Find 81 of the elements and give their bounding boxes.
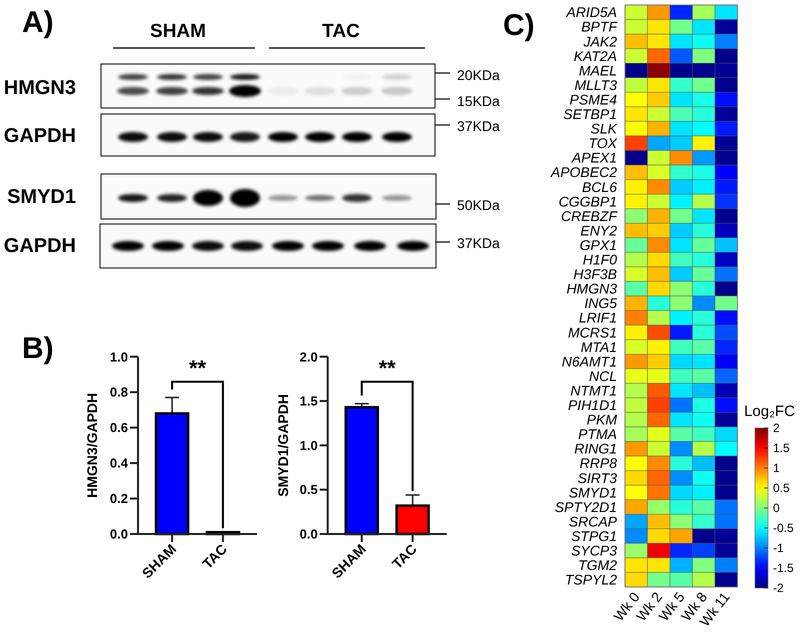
y-tick-label: LRIF1: [578, 310, 617, 326]
text: 15KDa: [457, 93, 500, 109]
text: TAC: [322, 21, 360, 42]
color-bar-label: -1.5: [773, 561, 794, 576]
text: GAPDH: [4, 125, 76, 147]
y-tick-label: 0.5: [300, 482, 318, 498]
y-tick-label: SYCP3: [571, 542, 618, 559]
y-tick-label: MAEL: [578, 62, 617, 78]
y-tick-label: PSME4: [570, 91, 618, 108]
y-tick-label: SLK: [590, 120, 618, 137]
y-tick-label: APEX1: [570, 150, 617, 166]
y-tick-label: APOBEC2: [550, 164, 618, 180]
y-tick-label: SMYD1: [568, 484, 617, 500]
text: 50KDa: [457, 197, 500, 213]
color-bar-label: 2: [773, 421, 780, 436]
color-bar-label: -1: [773, 541, 784, 556]
y-tick-label: MTA1: [580, 338, 617, 355]
color-bar-label: -0.5: [773, 521, 794, 536]
y-tick-label: ENY2: [580, 222, 618, 238]
color-bar-label: -2: [773, 581, 784, 596]
y-tick-label: MLLT3: [574, 76, 618, 93]
y-tick-label: PIH1D1: [568, 397, 617, 414]
y-tick-label: 1.0: [110, 349, 128, 364]
color-bar-label: 0: [773, 501, 780, 516]
text: 37KDa: [457, 235, 500, 251]
y-tick-label: SETBP1: [563, 106, 617, 122]
y-tick-label: SRCAP: [568, 513, 618, 530]
y-tick-label: 0.0: [110, 526, 128, 542]
y-tick-label: STPG1: [571, 528, 617, 544]
y-tick-label: JAK2: [582, 33, 618, 50]
y-tick-label: BCL6: [582, 178, 618, 195]
y-tick-label: RRP8: [580, 455, 618, 472]
text: SMYD1: [7, 186, 76, 208]
y-axis-title: HMGN3/GAPDH: [84, 392, 100, 498]
text: 37KDa: [457, 118, 500, 134]
y-tick-label: PKM: [586, 412, 618, 428]
y-tick-label: ING5: [584, 295, 618, 312]
y-tick-label: H3F3B: [573, 266, 617, 282]
y-tick-label: N6AMT1: [562, 353, 617, 370]
y-tick-label: 0.6: [110, 420, 128, 436]
y-tick-label: KAT2A: [574, 48, 617, 64]
y-tick-label: SPTY2D1: [554, 498, 617, 515]
annotation: **: [188, 356, 206, 381]
text: GAPDH: [4, 235, 76, 257]
y-tick-label: BPTF: [581, 18, 618, 35]
y-tick-label: TOX: [588, 135, 618, 152]
y-tick-label: HMGN3: [566, 280, 618, 297]
y-tick-label: GPX1: [580, 236, 617, 253]
y-tick-label: 0.2: [110, 491, 128, 506]
color-bar-label: 0.5: [773, 481, 790, 496]
chart-title: B): [22, 332, 54, 365]
x-tick-label: TAC: [199, 540, 230, 572]
y-tick-label: NCL: [588, 368, 617, 384]
y-tick-label: 1.0: [300, 438, 318, 453]
y-tick-label: NTMT1: [570, 382, 617, 398]
y-tick-label: 2.0: [300, 349, 318, 364]
y-tick-label: 0.4: [110, 456, 129, 471]
y-tick-label: 0.8: [110, 384, 128, 400]
y-tick-label: RING1: [574, 440, 617, 457]
y-tick-label: ARID5A: [565, 4, 617, 20]
y-tick-label: TGM2: [578, 557, 618, 574]
y-tick-label: 0.0: [300, 526, 318, 542]
chart-title: C): [503, 9, 535, 42]
text: 20KDa: [457, 67, 500, 83]
y-tick-label: 1.5: [300, 394, 318, 409]
y-tick-label: SIRT3: [578, 470, 618, 486]
color-bar-label: 1.5: [773, 441, 790, 456]
text: HMGN3: [4, 77, 76, 99]
y-tick-label: CGGBP1: [558, 193, 617, 210]
text: SHAM: [150, 21, 206, 42]
y-tick-label: TSPYL2: [564, 572, 618, 588]
annotation: **: [378, 356, 396, 381]
color-bar-title: Log₂FC: [744, 403, 796, 420]
y-tick-label: MCRS1: [568, 324, 617, 340]
text: A): [22, 6, 54, 39]
y-tick-label: H1F0: [582, 252, 618, 268]
y-tick-label: PTMA: [578, 426, 617, 442]
y-tick-label: CREBZF: [561, 208, 618, 224]
x-tick-label: TAC: [388, 540, 420, 572]
y-axis-title: SMYD1/GAPDH: [275, 394, 291, 497]
color-bar-label: 1: [773, 461, 780, 476]
